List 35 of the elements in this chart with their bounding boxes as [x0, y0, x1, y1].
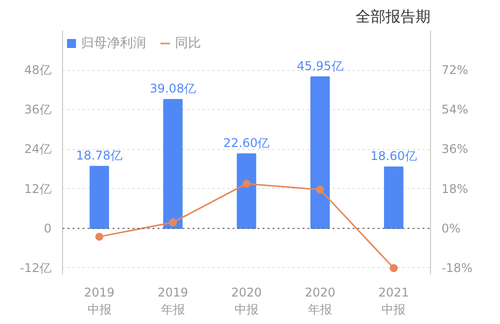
y2-tick-label: 0% — [442, 221, 461, 236]
y2-tick-label: 72% — [442, 63, 468, 78]
point — [168, 218, 177, 226]
y-tick-label: 48亿 — [24, 63, 52, 78]
y2-tick-label: 36% — [442, 142, 468, 156]
y-tick-label: -12亿 — [20, 260, 52, 275]
y2-tick-label: -18% — [442, 260, 473, 275]
point — [242, 180, 250, 188]
bar — [236, 153, 256, 229]
chart-title: 全部报告期 — [356, 8, 430, 26]
y-tick-label: 12亿 — [24, 182, 52, 196]
bar — [90, 166, 109, 229]
y-tick-label: 0 — [44, 221, 52, 236]
bar — [163, 98, 183, 229]
data-label: 22.60亿 — [223, 136, 270, 150]
point — [390, 264, 398, 272]
data-label: 39.08亿 — [150, 81, 196, 96]
bar — [310, 76, 330, 229]
y-tick-label: 36亿 — [24, 102, 52, 117]
y-tick-label: 24亿 — [24, 142, 52, 156]
data-label: 45.95亿 — [296, 58, 344, 73]
point — [316, 186, 324, 194]
x-tick-label: 2021 中报 — [378, 286, 409, 316]
data-label: 18.60亿 — [370, 149, 417, 164]
legend-label: 归母净利润 — [81, 35, 146, 52]
y2-tick-label: 54% — [442, 102, 468, 117]
x-tick-label: 2020 中报 — [231, 286, 262, 316]
y2-tick-label: 18% — [442, 182, 468, 196]
x-tick-label: 2019 年报 — [158, 286, 188, 316]
legend-label: 同比 — [175, 35, 201, 52]
x-tick-label: 2019 中报 — [84, 286, 115, 316]
x-tick-label: 2020 年报 — [304, 286, 336, 316]
bar — [384, 166, 404, 229]
point — [95, 232, 104, 241]
data-label: 18.78亿 — [76, 148, 122, 162]
